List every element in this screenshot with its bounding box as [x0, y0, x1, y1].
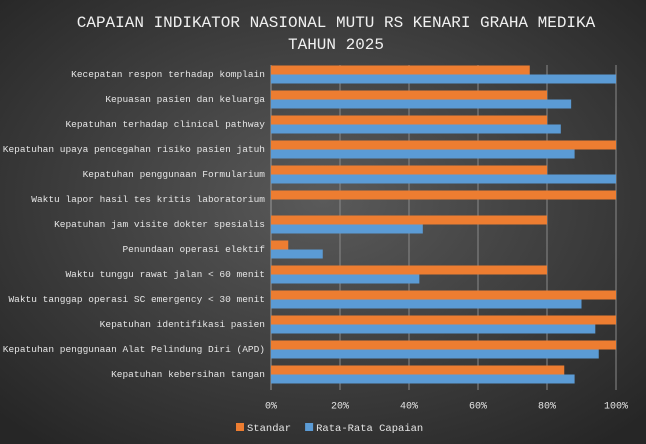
x-tick-label: 100% — [604, 402, 628, 413]
bar — [271, 349, 599, 359]
bar — [271, 65, 530, 75]
legend-label: Standar — [247, 423, 291, 435]
bar — [271, 149, 575, 159]
y-tick-label: Kepatuhan penggunaan Formularium — [83, 169, 266, 180]
y-tick-label: Waktu tunggu rawat jalan < 60 menit — [65, 269, 265, 280]
bar — [271, 365, 565, 375]
y-tick-label: Penundaan operasi elektif — [122, 244, 265, 255]
y-tick-label: Kepatuhan kebersihan tangan — [111, 369, 265, 380]
bar — [271, 190, 616, 200]
y-tick-label: Waktu lapor hasil tes kritis laboratoriu… — [31, 194, 265, 205]
legend-swatch — [236, 423, 244, 431]
bar — [271, 340, 616, 350]
bar — [271, 174, 616, 184]
chart-subtitle: TAHUN 2025 — [288, 36, 384, 54]
bar — [271, 374, 575, 384]
bar — [271, 90, 547, 100]
bar — [271, 140, 616, 150]
bar — [271, 165, 547, 175]
x-tick-label: 20% — [331, 402, 349, 413]
y-tick-label: Kepatuhan upaya pencegahan risiko pasien… — [3, 144, 265, 155]
chart-title: CAPAIAN INDIKATOR NASIONAL MUTU RS KENAR… — [77, 14, 596, 32]
y-tick-label: Kepatuhan terhadap clinical pathway — [65, 119, 265, 130]
legend-label: Rata-Rata Capaian — [316, 423, 423, 435]
bar — [271, 99, 572, 109]
bar — [271, 249, 323, 259]
bar — [271, 74, 616, 84]
x-tick-label: 80% — [538, 402, 556, 413]
bar — [271, 299, 582, 309]
y-tick-label: Kepatuhan jam visite dokter spesialis — [54, 219, 265, 230]
y-tick-label: Waktu tanggap operasi SC emergency < 30 … — [8, 294, 265, 305]
bar — [271, 265, 547, 275]
bar — [271, 224, 423, 234]
x-tick-label: 0% — [265, 402, 277, 413]
y-tick-label: Kepuasan pasien dan keluarga — [105, 94, 265, 105]
y-tick-label: Kepatuhan penggunaan Alat Pelindung Diri… — [3, 344, 265, 355]
bar — [271, 274, 420, 284]
legend-swatch — [305, 423, 314, 431]
bar — [271, 324, 596, 334]
bar — [271, 290, 616, 300]
bar — [271, 240, 289, 250]
bar — [271, 124, 561, 134]
x-tick-label: 40% — [400, 402, 418, 413]
y-tick-label: Kecepatan respon terhadap komplain — [71, 69, 265, 80]
y-tick-label: Kepatuhan identifikasi pasien — [100, 319, 265, 330]
x-tick-label: 60% — [469, 402, 487, 413]
bar — [271, 215, 547, 225]
bar — [271, 115, 547, 125]
bar — [271, 315, 616, 325]
